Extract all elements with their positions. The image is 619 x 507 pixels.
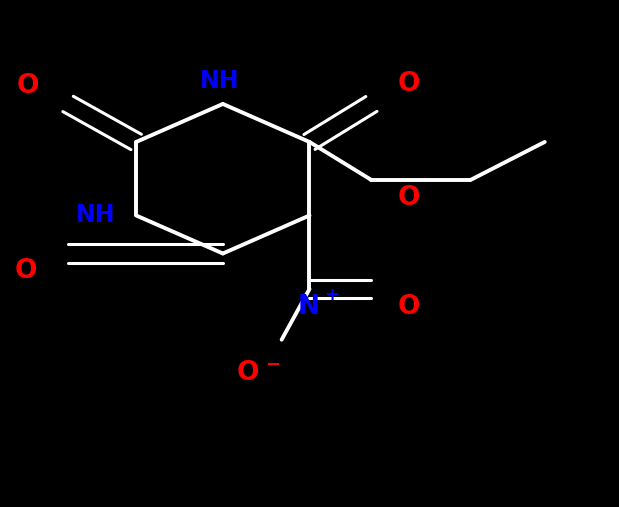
Text: NH: NH — [200, 69, 240, 93]
Text: −: − — [265, 356, 280, 374]
Text: O: O — [236, 359, 259, 386]
Text: O: O — [15, 258, 37, 284]
Text: +: + — [324, 286, 339, 304]
Text: O: O — [17, 73, 39, 99]
Text: O: O — [397, 185, 420, 211]
Text: O: O — [397, 294, 420, 320]
Text: NH: NH — [76, 203, 116, 228]
Text: O: O — [397, 70, 420, 97]
Text: N: N — [297, 294, 319, 320]
